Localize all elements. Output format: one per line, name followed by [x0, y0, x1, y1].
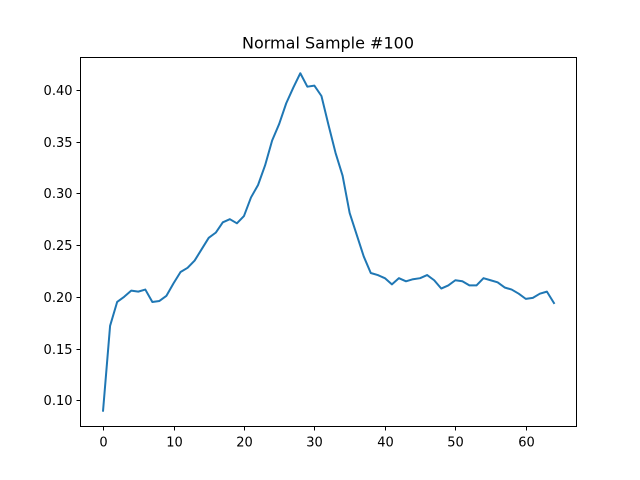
x-tick-label: 50	[447, 436, 464, 451]
y-tick-label: 0.30	[44, 187, 73, 202]
x-tick-label: 0	[99, 436, 107, 451]
y-tick-label: 0.15	[44, 343, 73, 358]
x-tick-label: 20	[236, 436, 253, 451]
y-tick-label: 0.40	[44, 84, 73, 99]
y-tick-label: 0.35	[44, 136, 73, 151]
x-tick-label: 10	[166, 436, 183, 451]
y-axis: 0.10 0.15 0.20 0.25 0.30 0.35 0.40	[44, 84, 81, 409]
x-axis: 0 10 20 30 40 50 60	[99, 426, 535, 451]
series-line	[101, 72, 556, 412]
x-tick-label: 30	[306, 436, 323, 451]
x-tick-label: 60	[518, 436, 535, 451]
chart-title: Normal Sample #100	[242, 34, 414, 53]
x-tick-label: 40	[377, 436, 394, 451]
plot-area	[101, 72, 556, 412]
y-tick-label: 0.25	[44, 239, 73, 254]
y-tick-label: 0.20	[44, 291, 73, 306]
axes-frame	[80, 57, 577, 427]
y-tick-label: 0.10	[44, 394, 73, 409]
